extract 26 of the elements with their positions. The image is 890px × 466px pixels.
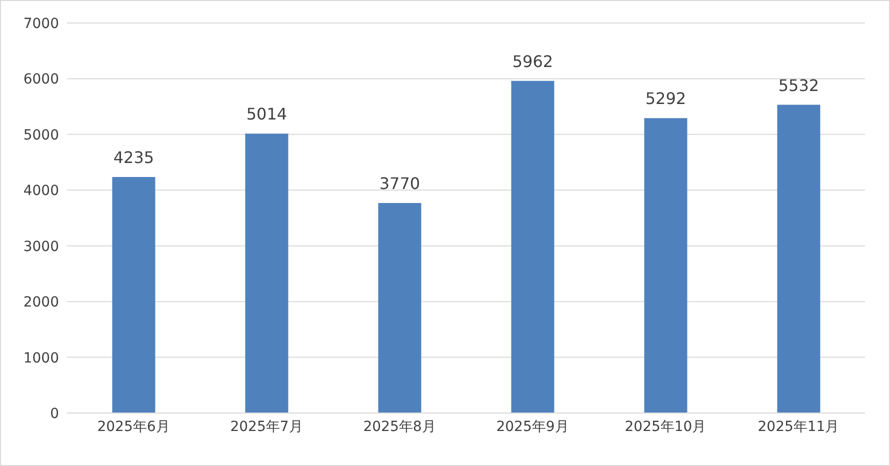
x-tick-label: 2025年9月 [496, 418, 569, 435]
data-label: 4235 [113, 148, 154, 168]
bar [511, 80, 554, 413]
data-label: 3770 [379, 174, 420, 193]
data-label: 5292 [645, 89, 686, 108]
x-tick-label: 2025年11月 [758, 418, 840, 435]
bar [777, 104, 820, 413]
x-tick-label: 2025年6月 [97, 418, 170, 435]
y-tick-label: 4000 [23, 183, 59, 200]
x-tick-label: 2025年10月 [624, 418, 706, 435]
bar [644, 118, 688, 413]
x-tick-label: 2025年7月 [230, 418, 303, 435]
x-tick-label: 2025年8月 [363, 418, 436, 435]
data-label: 5962 [512, 52, 554, 71]
y-tick-label: 7000 [23, 16, 59, 32]
data-label: 5014 [246, 104, 288, 124]
y-tick-label: 6000 [23, 72, 59, 88]
y-tick-label: 3000 [23, 238, 59, 255]
bar [245, 134, 288, 413]
bar [378, 202, 422, 413]
y-tick-label: 2000 [23, 294, 59, 311]
y-tick-label: 0 [50, 406, 59, 422]
data-label: 5532 [778, 76, 820, 95]
y-tick-label: 5000 [23, 127, 59, 144]
bar [112, 177, 156, 413]
y-tick-label: 1000 [23, 350, 59, 366]
